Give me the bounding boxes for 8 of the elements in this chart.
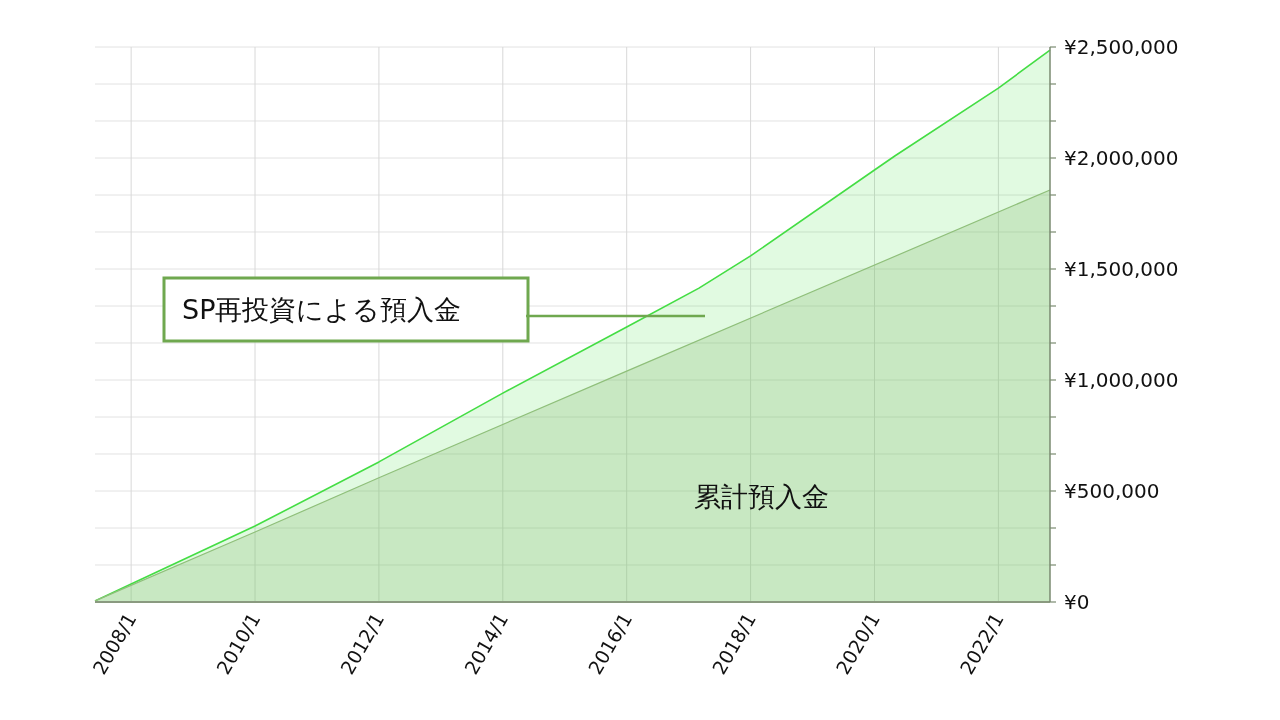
- y-tick-label: ¥500,000: [1064, 479, 1160, 503]
- y-tick-label: ¥1,000,000: [1064, 368, 1179, 392]
- y-tick-label: ¥2,500,000: [1064, 35, 1179, 59]
- y-tick-label: ¥1,500,000: [1064, 257, 1179, 281]
- y-tick-label: ¥2,000,000: [1064, 146, 1179, 170]
- text: SP再投資による預入金: [182, 294, 462, 325]
- y-tick-label: ¥0: [1064, 590, 1090, 614]
- series-label: 累計預入金: [694, 481, 829, 512]
